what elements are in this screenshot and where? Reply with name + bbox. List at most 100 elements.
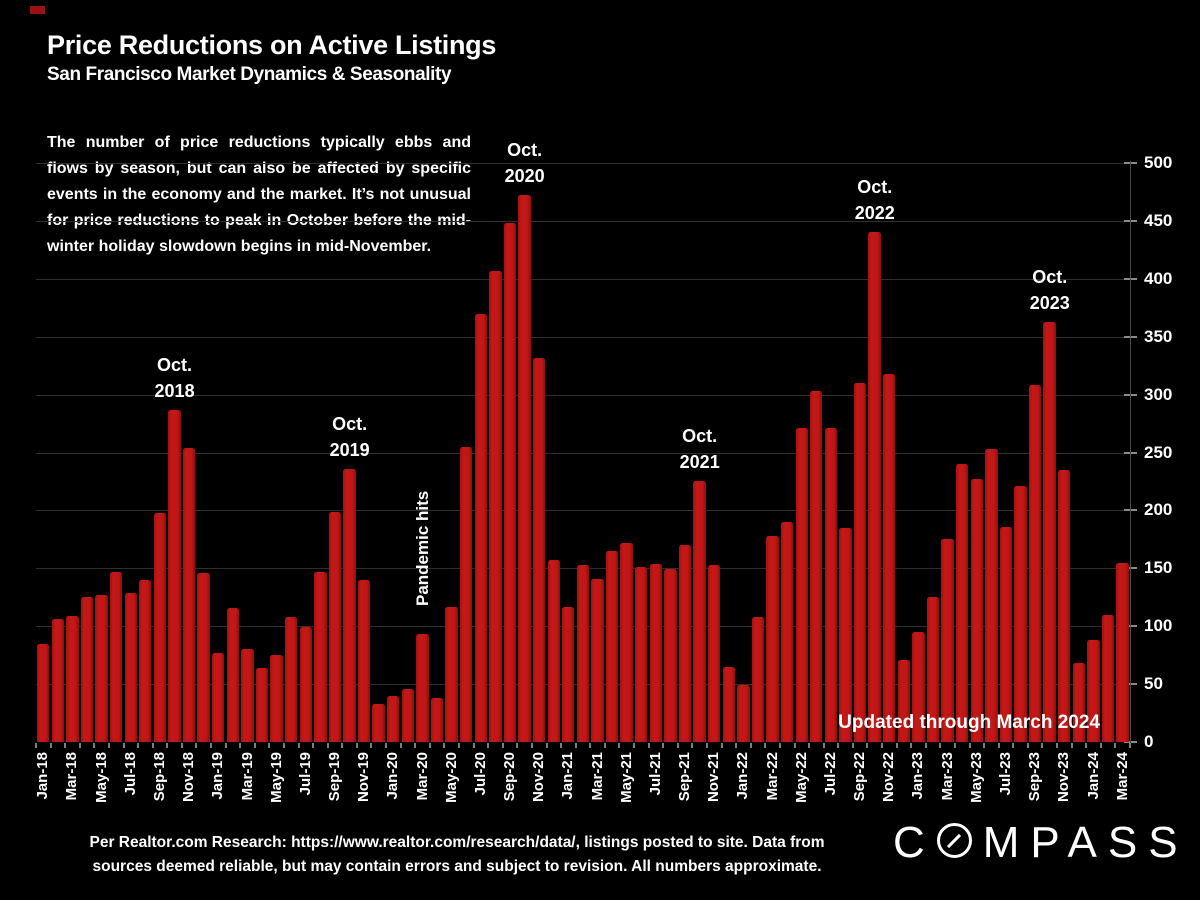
x-axis-label-Mar-24: Mar-24: [1113, 752, 1131, 801]
x-tick: [968, 743, 971, 748]
x-tick: [530, 743, 533, 748]
x-axis-label-Mar-19: Mar-19: [238, 752, 256, 801]
x-tick: [997, 743, 1000, 748]
bar-Nov-23: [1058, 469, 1071, 742]
x-axis-label-Mar-21: Mar-21: [588, 752, 606, 801]
x-axis-label-Jan-19: Jan-19: [209, 752, 227, 800]
x-axis-label-Sep-20: Sep-20: [501, 752, 519, 802]
x-tick: [355, 743, 358, 748]
x-tick: [1114, 743, 1117, 748]
y-axis-label-500: 500: [1144, 153, 1173, 172]
y-axis-line: [1129, 161, 1131, 748]
x-axis-label-Jan-24: Jan-24: [1084, 752, 1102, 800]
x-tick: [239, 743, 242, 748]
x-axis-label-Jan-20: Jan-20: [384, 752, 402, 800]
bar-Oct-22: [868, 232, 881, 742]
x-tick: [35, 743, 37, 748]
x-tick: [983, 743, 986, 748]
gridline-400: [36, 278, 1130, 280]
bar-Jul-20: [474, 313, 487, 742]
x-tick: [618, 743, 621, 748]
x-axis-label-Sep-18: Sep-18: [150, 752, 168, 802]
x-tick: [1070, 743, 1073, 748]
annotation-Oct-22: Oct. 2022: [810, 174, 940, 226]
bar-Dec-19: [372, 703, 385, 742]
x-tick: [720, 743, 723, 748]
x-tick: [180, 743, 183, 748]
bar-Dec-20: [547, 560, 560, 742]
x-tick: [662, 743, 665, 748]
y-tick-450: [1124, 219, 1137, 222]
x-axis-label-May-21: May-21: [617, 752, 635, 803]
bar-Jan-21: [562, 606, 575, 742]
bar-Mar-23: [941, 539, 954, 742]
bar-Apr-19: [255, 667, 269, 742]
x-axis-label-May-23: May-23: [967, 752, 985, 803]
gridline-500: [36, 163, 1130, 164]
annotation-line: 2023: [1029, 292, 1070, 313]
gridline-250: [36, 452, 1130, 454]
x-tick: [93, 743, 96, 748]
x-tick: [647, 743, 650, 748]
annotation-Oct-20: Oct. 2020: [460, 137, 590, 189]
y-axis-label-300: 300: [1144, 384, 1173, 404]
x-tick: [49, 743, 52, 748]
annotation-Oct-23: Oct. 2023: [985, 264, 1115, 316]
bar-Jul-22: [824, 428, 838, 742]
bar-Sep-19: [328, 511, 342, 742]
x-tick: [574, 743, 577, 748]
x-axis-label-Jul-22: Jul-22: [821, 752, 839, 796]
x-axis-label-Nov-20: Nov-20: [530, 752, 548, 803]
bar-Sep-20: [503, 223, 517, 742]
x-tick: [1085, 743, 1088, 748]
x-tick: [808, 743, 811, 748]
y-tick-100: [1124, 625, 1137, 628]
y-tick-0: [1124, 741, 1137, 743]
bar-Sep-23: [1028, 385, 1042, 742]
bar-Aug-18: [139, 579, 152, 742]
bar-Jul-18: [124, 592, 137, 742]
bar-Aug-22: [839, 527, 852, 742]
x-tick: [866, 743, 869, 748]
x-tick: [735, 743, 738, 748]
compass-o-icon: [936, 823, 972, 858]
x-tick: [1099, 743, 1102, 748]
y-tick-400: [1124, 277, 1137, 280]
bar-Jan-19: [212, 652, 225, 742]
y-tick-200: [1124, 509, 1137, 512]
x-tick: [1012, 743, 1015, 748]
bar-Jun-22: [810, 391, 823, 742]
x-tick: [137, 743, 140, 748]
bar-Jan-22: [737, 685, 750, 742]
x-tick: [822, 743, 825, 748]
x-axis-label-Jul-20: Jul-20: [471, 752, 489, 796]
bar-Aug-20: [489, 270, 502, 742]
x-axis-label-Sep-22: Sep-22: [851, 752, 869, 802]
y-axis-label-200: 200: [1144, 500, 1173, 520]
bar-Apr-20: [430, 697, 444, 742]
bar-Sep-18: [153, 512, 167, 742]
x-tick: [195, 743, 198, 748]
x-tick: [312, 743, 315, 748]
y-axis-label-150: 150: [1144, 558, 1173, 578]
bar-Mar-19: [241, 649, 254, 742]
x-tick: [107, 743, 110, 748]
x-tick: [545, 743, 548, 748]
corner-red-mark: [30, 6, 45, 14]
bar-Oct-19: [343, 468, 356, 742]
bar-May-22: [795, 428, 808, 742]
annotation-line: Oct.: [332, 413, 368, 434]
x-axis-label-Jan-22: Jan-22: [734, 752, 752, 800]
bar-Feb-20: [401, 688, 415, 742]
bar-May-18: [95, 594, 108, 742]
y-axis-label-350: 350: [1144, 326, 1173, 346]
x-tick: [837, 743, 840, 748]
y-axis-label-0: 0: [1144, 732, 1154, 751]
x-axis-label-Jan-21: Jan-21: [559, 752, 577, 800]
bar-Jan-23: [912, 631, 925, 742]
x-tick: [472, 743, 475, 748]
x-tick: [326, 743, 329, 748]
y-tick-350: [1124, 335, 1137, 338]
x-tick: [1129, 743, 1131, 748]
x-tick: [793, 743, 796, 748]
